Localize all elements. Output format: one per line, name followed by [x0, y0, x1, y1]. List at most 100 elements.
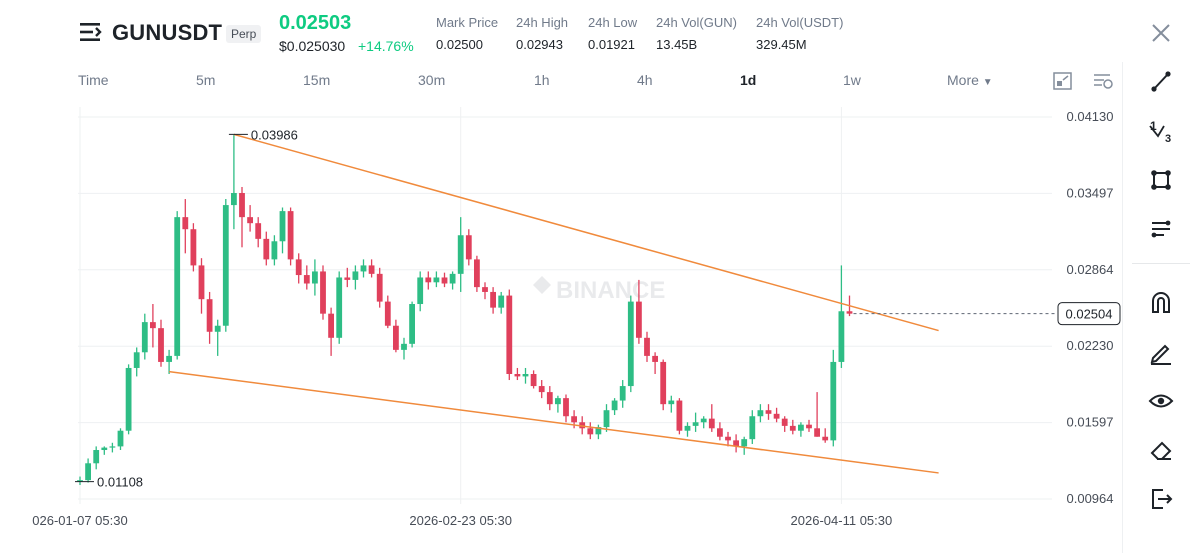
close-icon[interactable]: [1150, 22, 1172, 44]
trendline-upper: [233, 133, 939, 332]
eye-icon[interactable]: [1146, 386, 1176, 416]
candle: [417, 271, 424, 312]
candle-body: [660, 361, 667, 405]
candle-body: [133, 352, 140, 368]
pencil-icon[interactable]: [1146, 337, 1176, 367]
tab-1h[interactable]: 1h: [534, 72, 550, 88]
tab-1w[interactable]: 1w: [843, 72, 861, 88]
eraser-icon[interactable]: [1146, 435, 1176, 465]
candle: [401, 337, 407, 360]
candle: [830, 349, 837, 447]
candle-body: [838, 311, 845, 362]
last-price-usd: $0.025030: [279, 38, 346, 54]
candle-body: [717, 428, 723, 437]
candle-body: [611, 400, 618, 411]
candle: [765, 404, 772, 420]
tab-1d[interactable]: 1d: [740, 72, 757, 88]
candle-body: [636, 301, 642, 338]
candle: [271, 235, 278, 266]
candle: [490, 287, 496, 314]
candle: [814, 392, 820, 437]
candle: [563, 394, 569, 423]
candle-body: [206, 299, 213, 332]
tab-4h[interactable]: 4h: [637, 72, 653, 88]
candle-body: [822, 436, 829, 441]
shape-tool-icon[interactable]: [1146, 165, 1176, 195]
magnet-icon[interactable]: [1146, 288, 1176, 318]
candle-body: [312, 271, 318, 284]
candle-body: [417, 277, 424, 305]
candle-body: [320, 271, 326, 314]
candle: [514, 367, 521, 381]
candle-body: [490, 291, 496, 308]
candle: [101, 446, 108, 455]
stat-mark-price: Mark Price 0.02500: [436, 15, 498, 52]
candle: [595, 424, 602, 440]
exit-icon[interactable]: [1146, 484, 1176, 514]
candle-body: [798, 424, 804, 431]
candle-body: [271, 241, 278, 260]
tab-30m[interactable]: 30m: [418, 72, 446, 88]
chart-type-icon[interactable]: [1052, 71, 1074, 91]
indicator-settings-icon[interactable]: [1092, 71, 1114, 91]
candle: [457, 217, 464, 292]
candle: [425, 271, 432, 290]
candle: [733, 434, 739, 453]
candle: [166, 349, 172, 374]
candle: [393, 319, 399, 353]
candle: [239, 186, 245, 248]
candle-body: [757, 410, 764, 417]
tab-5m[interactable]: 5m: [196, 72, 216, 88]
candle: [506, 289, 513, 381]
candle-body: [846, 311, 853, 314]
candle: [822, 428, 829, 443]
candle-body: [85, 463, 91, 481]
caret-down-icon: ▼: [982, 77, 993, 88]
candle-body: [830, 361, 837, 441]
menu-icon[interactable]: [80, 22, 102, 42]
candle: [77, 476, 83, 486]
candle-body: [279, 211, 286, 242]
candle-body: [166, 355, 172, 362]
candle: [117, 428, 124, 451]
candlestick-chart[interactable]: 0.04130 0.03497 0.02864 0.02230 0.01597 0.009…: [0, 100, 1122, 553]
more-dropdown[interactable]: More ▼: [947, 72, 993, 88]
candle-body: [627, 301, 634, 387]
extreme-label: 0.03986: [251, 127, 298, 142]
candle-body: [733, 440, 739, 447]
candle-body: [352, 271, 359, 280]
candle-body: [587, 428, 594, 435]
candle: [85, 458, 91, 483]
candle: [344, 267, 351, 288]
stat-label: 24h Vol(USDT): [756, 15, 844, 30]
candle-body: [409, 304, 415, 344]
tab-15m[interactable]: 15m: [303, 72, 331, 88]
tab-time[interactable]: Time: [78, 72, 109, 88]
stat-24h-high: 24h High 0.02943: [516, 15, 568, 52]
current-price-label: 0.02504: [1066, 307, 1113, 322]
stat-label: 24h Vol(GUN): [656, 15, 737, 30]
fib-tool-icon[interactable]: 1 3: [1146, 116, 1176, 146]
candle: [530, 370, 537, 389]
candle-body: [198, 265, 205, 300]
candle: [303, 265, 310, 290]
candle: [603, 404, 610, 432]
candle-body: [449, 273, 456, 284]
candle: [668, 395, 675, 413]
candle: [676, 398, 683, 435]
candle-body: [222, 205, 229, 326]
candle-body: [295, 259, 302, 276]
candle: [376, 267, 383, 308]
candle-body: [263, 238, 270, 260]
candle: [320, 265, 326, 320]
pattern-tool-icon[interactable]: [1146, 214, 1176, 244]
line-tool-icon[interactable]: [1146, 66, 1176, 96]
candle: [328, 307, 334, 356]
candle-body: [514, 373, 521, 377]
candle: [263, 231, 270, 266]
candle-body: [77, 480, 83, 482]
candle: [619, 380, 626, 408]
candle: [449, 271, 456, 290]
stat-value: 0.02943: [516, 37, 563, 52]
symbol-title[interactable]: GUNUSDT: [112, 20, 223, 45]
